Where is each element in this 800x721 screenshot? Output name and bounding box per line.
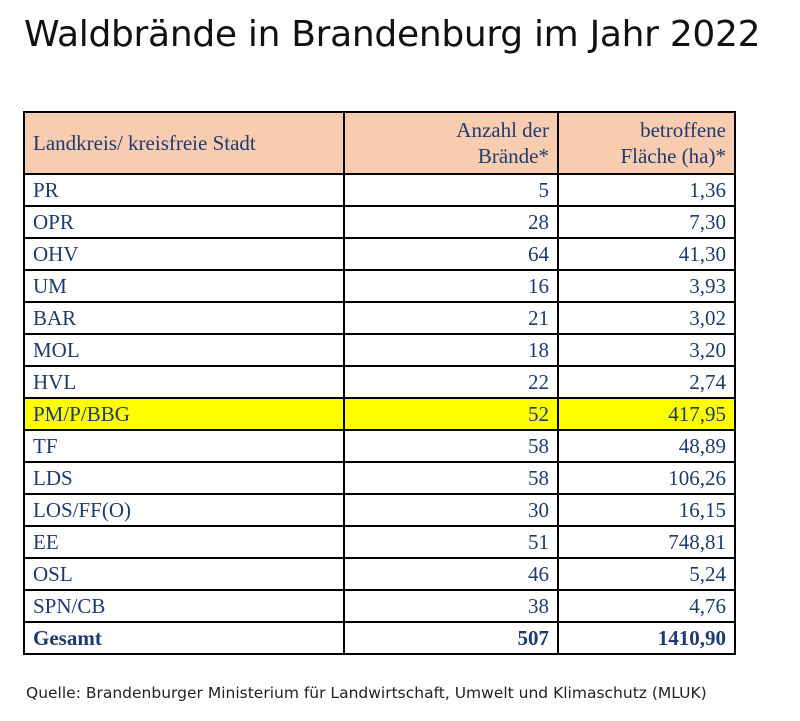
cell-anzahl: 58 (343, 461, 559, 495)
cell-total-label: Gesamt (23, 621, 345, 655)
table-row: SPN/CB 38 4,76 (23, 589, 736, 623)
table-row: BAR 21 3,02 (23, 301, 736, 335)
header-anzahl-line1: Anzahl der (456, 118, 549, 142)
table-row: OPR 28 7,30 (23, 205, 736, 239)
cell-anzahl: 52 (343, 397, 559, 431)
cell-anzahl: 28 (343, 205, 559, 239)
cell-flaeche: 3,20 (557, 333, 736, 367)
page-title: Waldbrände in Brandenburg im Jahr 2022 (24, 14, 761, 55)
cell-anzahl: 5 (343, 173, 559, 207)
cell-anzahl: 51 (343, 525, 559, 559)
cell-total-flaeche: 1410,90 (557, 621, 736, 655)
cell-flaeche: 5,24 (557, 557, 736, 591)
table-row-highlighted: PM/P/BBG 52 417,95 (23, 397, 736, 431)
cell-flaeche: 3,02 (557, 301, 736, 335)
cell-anzahl: 38 (343, 589, 559, 623)
cell-kreis: BAR (23, 301, 345, 335)
table-row: OSL 46 5,24 (23, 557, 736, 591)
header-anzahl-line2: Brände* (477, 144, 549, 168)
cell-flaeche: 41,30 (557, 237, 736, 271)
table-row: LOS/FF(O) 30 16,15 (23, 493, 736, 527)
cell-flaeche: 417,95 (557, 397, 736, 431)
cell-kreis: UM (23, 269, 345, 303)
table-row: HVL 22 2,74 (23, 365, 736, 399)
cell-kreis: OHV (23, 237, 345, 271)
cell-kreis: TF (23, 429, 345, 463)
cell-anzahl: 46 (343, 557, 559, 591)
source-note: Quelle: Brandenburger Ministerium für La… (26, 684, 707, 702)
cell-flaeche: 4,76 (557, 589, 736, 623)
table-total-row: Gesamt 507 1410,90 (23, 621, 736, 655)
cell-flaeche: 1,36 (557, 173, 736, 207)
cell-anzahl: 21 (343, 301, 559, 335)
cell-flaeche: 3,93 (557, 269, 736, 303)
cell-kreis: MOL (23, 333, 345, 367)
cell-kreis: OSL (23, 557, 345, 591)
table-row: PR 5 1,36 (23, 173, 736, 207)
cell-anzahl: 16 (343, 269, 559, 303)
table-row: UM 16 3,93 (23, 269, 736, 303)
table-row: MOL 18 3,20 (23, 333, 736, 367)
cell-kreis: LOS/FF(O) (23, 493, 345, 527)
table-row: TF 58 48,89 (23, 429, 736, 463)
header-flaeche: betroffene Fläche (ha)* (557, 111, 736, 175)
cell-kreis: PM/P/BBG (23, 397, 345, 431)
cell-kreis: LDS (23, 461, 345, 495)
cell-anzahl: 30 (343, 493, 559, 527)
table-body: PR 5 1,36 OPR 28 7,30 OHV 64 41,30 UM 16 3,93 BA… (23, 173, 736, 655)
cell-anzahl: 22 (343, 365, 559, 399)
cell-anzahl: 64 (343, 237, 559, 271)
header-landkreis: Landkreis/ kreisfreie Stadt (23, 111, 345, 175)
cell-flaeche: 7,30 (557, 205, 736, 239)
cell-kreis: SPN/CB (23, 589, 345, 623)
cell-total-anzahl: 507 (343, 621, 559, 655)
fire-statistics-table: Landkreis/ kreisfreie Stadt Anzahl der B… (23, 111, 736, 655)
cell-flaeche: 48,89 (557, 429, 736, 463)
table-header-row: Landkreis/ kreisfreie Stadt Anzahl der B… (23, 111, 736, 175)
cell-kreis: EE (23, 525, 345, 559)
cell-anzahl: 18 (343, 333, 559, 367)
cell-kreis: OPR (23, 205, 345, 239)
cell-flaeche: 106,26 (557, 461, 736, 495)
cell-flaeche: 748,81 (557, 525, 736, 559)
table-row: OHV 64 41,30 (23, 237, 736, 271)
cell-flaeche: 16,15 (557, 493, 736, 527)
cell-flaeche: 2,74 (557, 365, 736, 399)
header-flaeche-line2: Fläche (ha)* (620, 144, 726, 168)
cell-kreis: HVL (23, 365, 345, 399)
cell-kreis: PR (23, 173, 345, 207)
table-row: EE 51 748,81 (23, 525, 736, 559)
header-anzahl: Anzahl der Brände* (343, 111, 559, 175)
cell-anzahl: 58 (343, 429, 559, 463)
table-row: LDS 58 106,26 (23, 461, 736, 495)
header-flaeche-line1: betroffene (640, 118, 726, 142)
